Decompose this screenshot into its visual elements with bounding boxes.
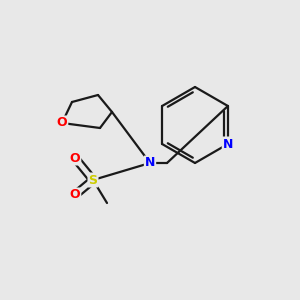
Text: N: N — [145, 157, 155, 169]
Text: N: N — [223, 137, 233, 151]
Text: O: O — [70, 152, 80, 164]
Text: S: S — [88, 173, 98, 187]
Text: O: O — [70, 188, 80, 202]
Text: O: O — [57, 116, 67, 130]
